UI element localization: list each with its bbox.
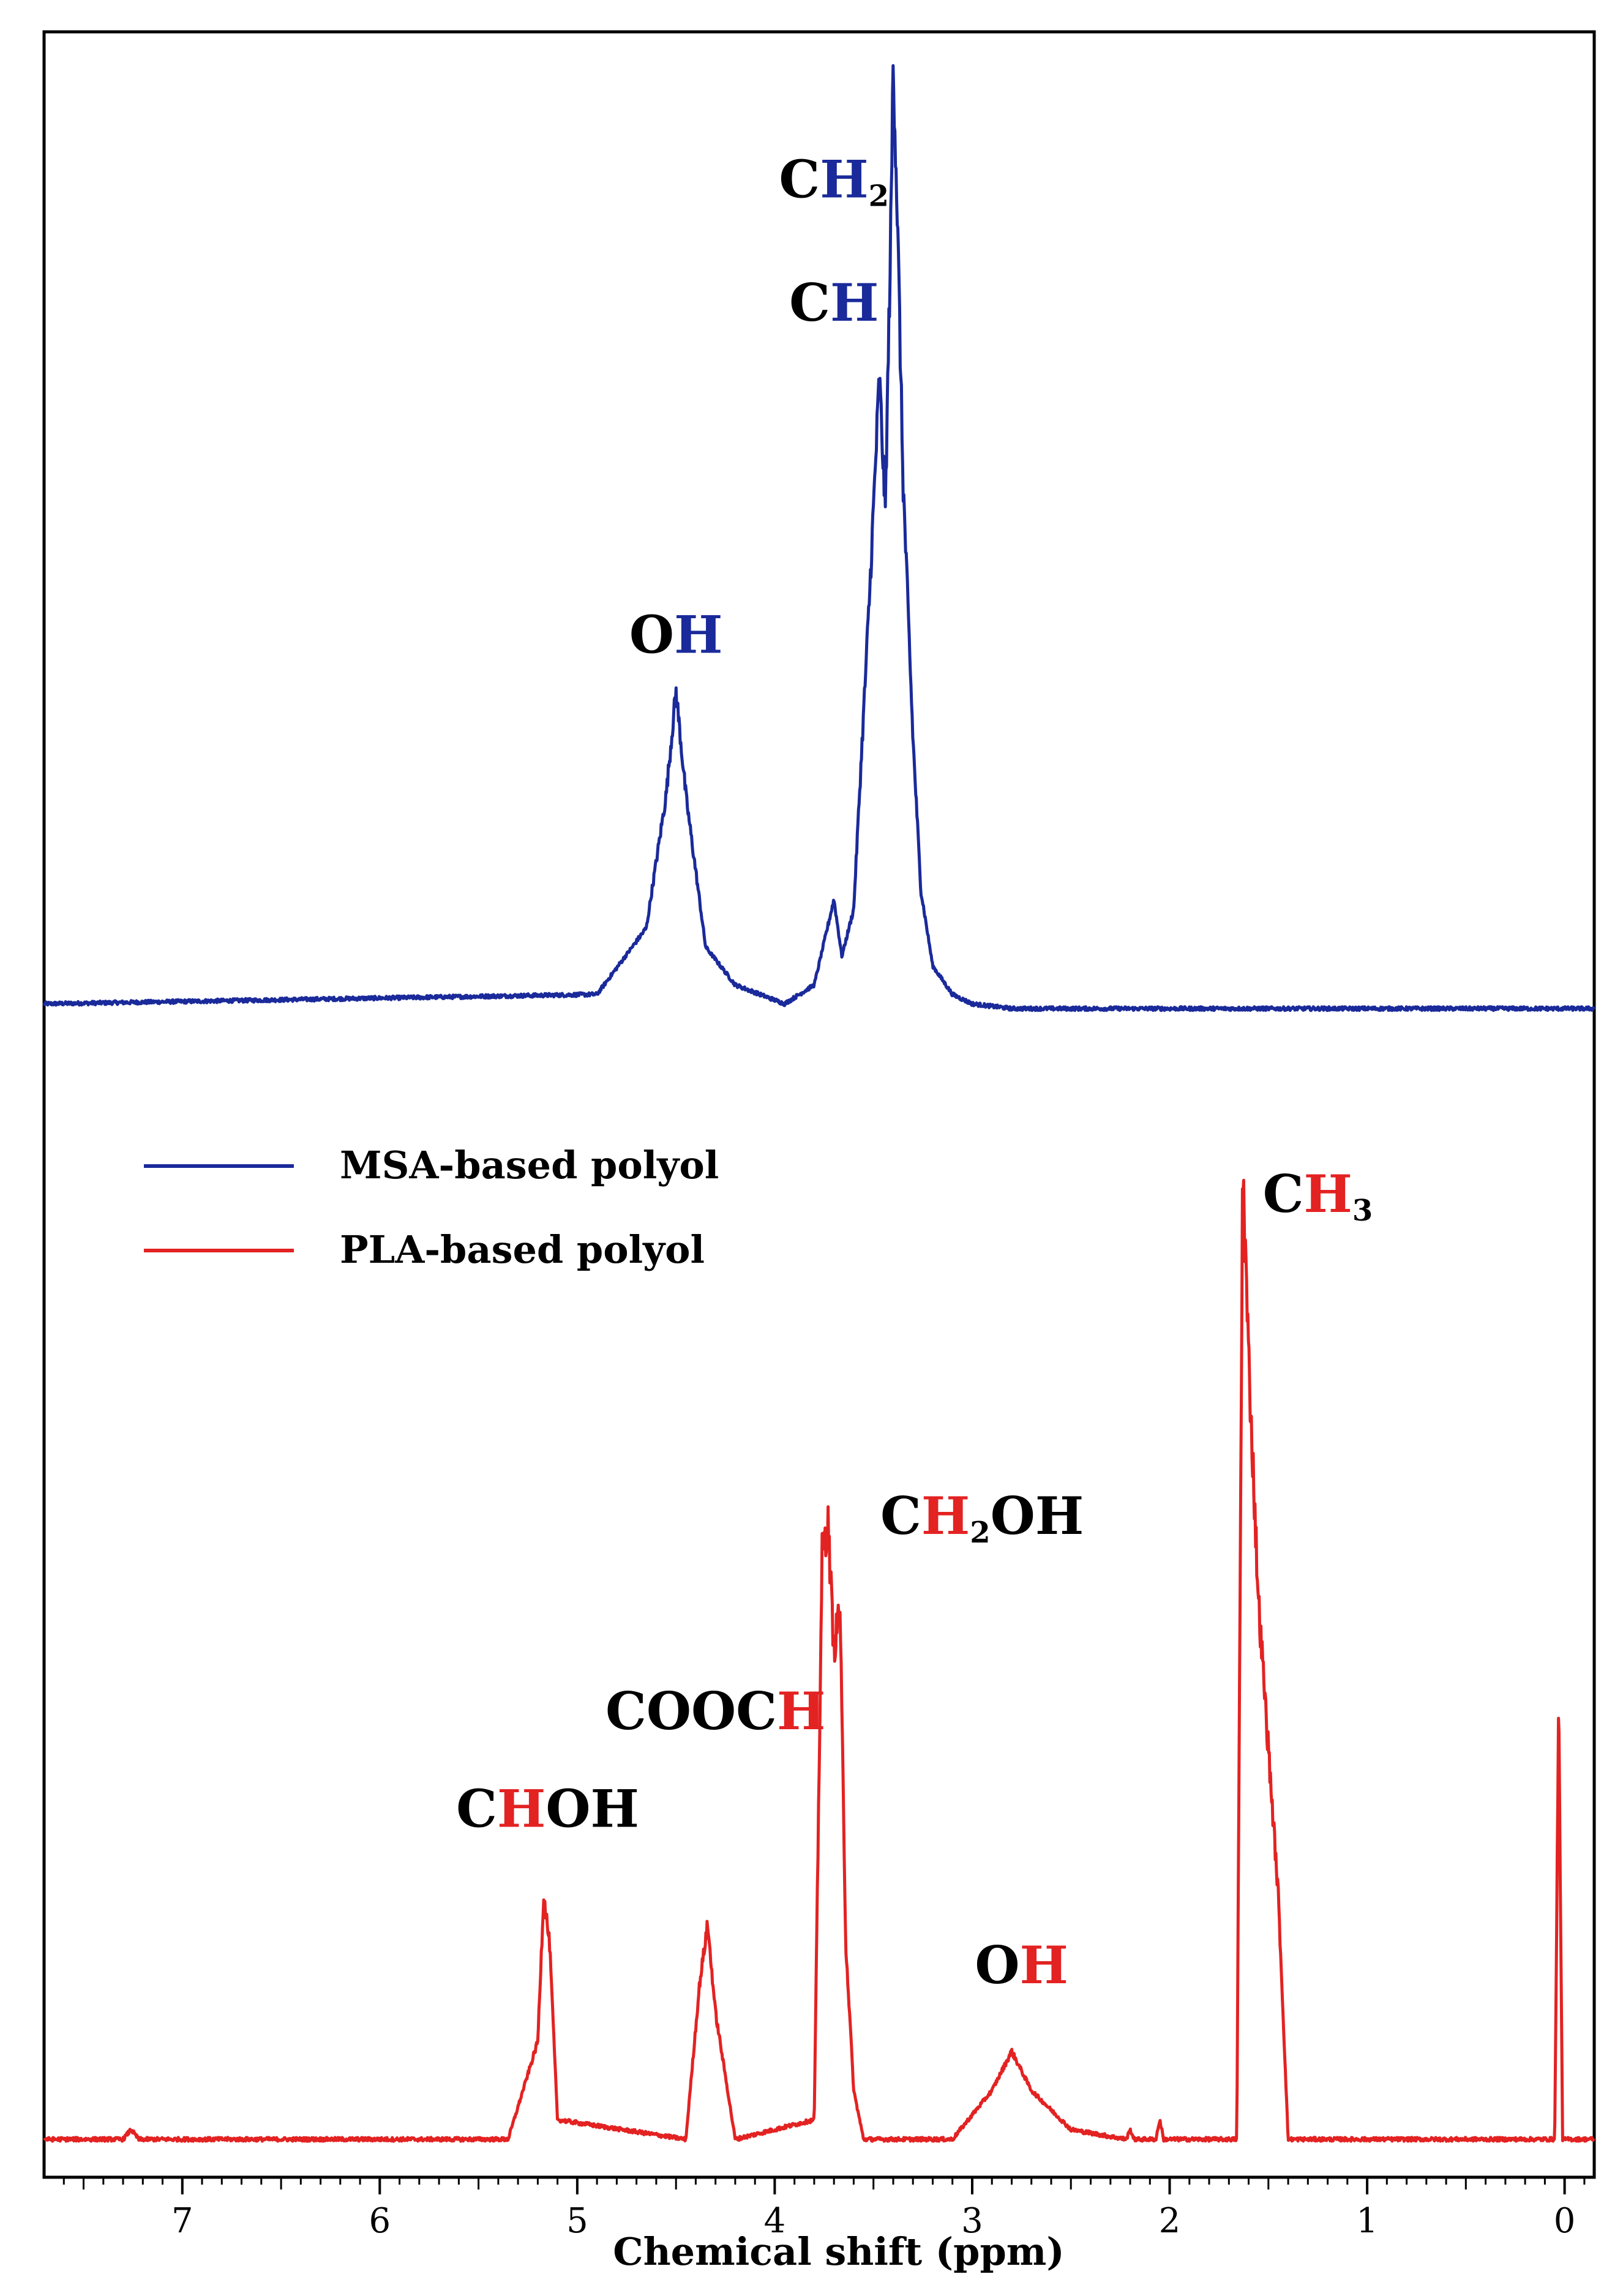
peak-label-proton: H xyxy=(497,1779,545,1839)
peak-label-black: O xyxy=(975,1935,1019,1995)
peak-label: OH xyxy=(629,605,723,665)
x-tick-label: 7 xyxy=(171,2201,193,2241)
legend-label-pla: PLA-based polyol xyxy=(340,1227,705,1272)
peak-label-black: C xyxy=(1263,1164,1304,1224)
x-axis-title: Chemical shift (ppm) xyxy=(613,2229,1065,2274)
peak-label-black: C xyxy=(789,272,830,333)
peak-label-proton: H xyxy=(777,1681,825,1741)
peak-label: OH xyxy=(975,1935,1068,1995)
series-line-pla xyxy=(43,1178,1595,2143)
x-tick-label: 3 xyxy=(961,2201,983,2241)
x-tick-label: 6 xyxy=(369,2201,391,2241)
peak-label: COOCH xyxy=(605,1681,825,1741)
spectra-group xyxy=(42,64,1596,2143)
peak-label-proton: H xyxy=(1019,1935,1068,1995)
x-tick-label: 2 xyxy=(1159,2201,1181,2241)
peak-label-black: C xyxy=(456,1779,497,1839)
peak-label-subscript: 2 xyxy=(970,1516,990,1550)
x-tick-label: 4 xyxy=(764,2201,786,2241)
peak-label-suffix: OH xyxy=(545,1779,639,1839)
peak-label-suffix: OH xyxy=(991,1486,1084,1546)
peak-label-proton: H xyxy=(830,272,879,333)
peak-label-proton: H xyxy=(1303,1164,1352,1224)
series-line-msa xyxy=(42,64,1596,1012)
peak-label-black: C xyxy=(779,149,820,210)
x-tick-label: 5 xyxy=(566,2201,588,2241)
peak-label: CH3 xyxy=(1263,1164,1373,1228)
peak-label: CH xyxy=(789,272,879,333)
peak-label-proton: H xyxy=(820,149,868,210)
peak-label: CH2OH xyxy=(880,1486,1084,1550)
peak-label-black: O xyxy=(629,605,674,665)
peak-label: CH2 xyxy=(779,149,889,214)
peak-label-proton: H xyxy=(921,1486,970,1546)
peak-label-proton: H xyxy=(674,605,722,665)
peak-label-subscript: 3 xyxy=(1352,1194,1373,1228)
peak-label-subscript: 2 xyxy=(869,179,889,214)
peak-label-black: C xyxy=(880,1486,921,1546)
peak-label: CHOH xyxy=(456,1779,639,1839)
x-axis: 7 6 5 4 3 2 1 0 xyxy=(62,2177,1586,2241)
x-tick-label: 0 xyxy=(1554,2201,1576,2241)
peak-label-black: COOC xyxy=(605,1681,777,1741)
legend: MSA-based polyol PLA-based polyol xyxy=(144,1143,719,1272)
legend-label-msa: MSA-based polyol xyxy=(340,1143,719,1187)
x-tick-label: 1 xyxy=(1356,2201,1378,2241)
